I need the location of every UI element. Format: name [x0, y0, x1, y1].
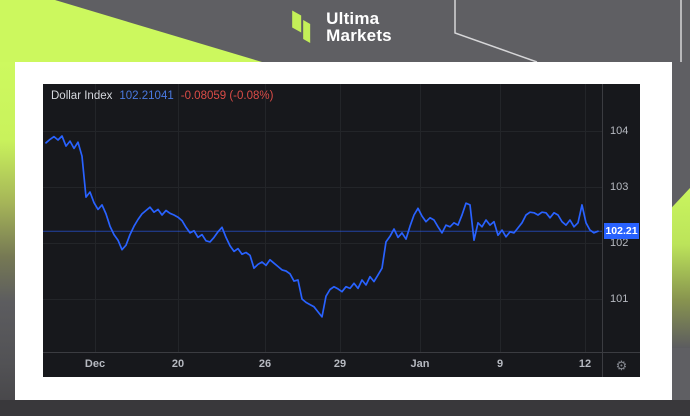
- y-axis-label: 103: [610, 181, 629, 193]
- chart-card: Dollar Index 102.21041 -0.08059 (-0.08%)…: [15, 62, 672, 400]
- time-axis[interactable]: Dec 20 26 29 Jan 9 12: [43, 353, 602, 377]
- lime-gradient-strip-left: [0, 62, 15, 416]
- ultima-markets-logo-icon: [292, 9, 314, 45]
- x-axis-label: 9: [496, 358, 504, 370]
- chart-panel: Dollar Index 102.21041 -0.08059 (-0.08%)…: [43, 84, 640, 377]
- legend-last-value: 102.21041: [119, 90, 174, 102]
- x-axis-label: Dec: [84, 358, 106, 370]
- x-axis-label: 12: [578, 358, 592, 370]
- x-axis-label: 20: [171, 358, 185, 370]
- brand-name-line1: Ultima: [326, 8, 380, 28]
- y-axis-label: 102: [610, 237, 629, 249]
- brand-logo: Ultima Markets: [292, 9, 392, 45]
- brand-name-line2: Markets: [326, 26, 392, 45]
- settings-icon[interactable]: ⚙: [615, 357, 628, 373]
- chart-legend: Dollar Index 102.21041 -0.08059 (-0.08%): [51, 90, 273, 102]
- y-axis-label: 101: [610, 293, 629, 305]
- price-series-line: [45, 135, 599, 318]
- x-axis-label: 26: [258, 358, 272, 370]
- lime-gradient-blob: [672, 188, 690, 348]
- plot-svg: [43, 84, 602, 352]
- price-tag: 102.21: [604, 223, 639, 240]
- x-axis-label: 29: [333, 358, 347, 370]
- price-axis[interactable]: 102.21 104 103 102 101: [603, 84, 640, 352]
- axis-corner-cell: ⚙: [603, 353, 640, 377]
- x-axis-label: Jan: [410, 358, 430, 370]
- price-axis-separator: [602, 84, 603, 377]
- gradient-strip-right: [672, 62, 690, 400]
- bottom-band: [0, 400, 690, 416]
- lime-wedge-decoration: [0, 0, 262, 62]
- outline-chevron-decoration-1: [454, 0, 538, 63]
- plot-area[interactable]: [43, 84, 602, 352]
- brand-name: Ultima Markets: [326, 8, 392, 45]
- time-axis-separator: [43, 352, 640, 353]
- y-axis-label: 104: [610, 125, 629, 137]
- legend-symbol: Dollar Index: [51, 90, 113, 102]
- legend-change: -0.08059 (-0.08%): [180, 90, 274, 102]
